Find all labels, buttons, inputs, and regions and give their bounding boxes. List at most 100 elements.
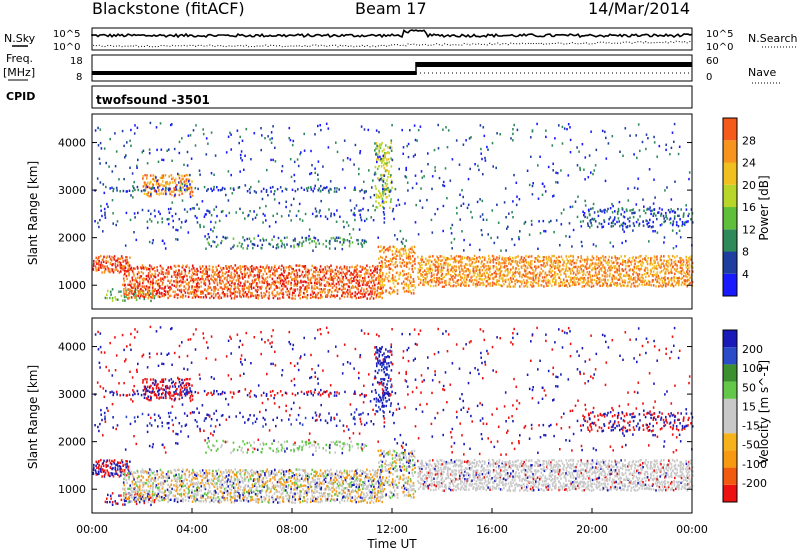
power-cell xyxy=(111,170,114,173)
power-cell xyxy=(264,270,266,273)
power-cell xyxy=(575,265,577,269)
power-cell xyxy=(391,209,394,213)
power-cell xyxy=(106,265,108,268)
power-cell xyxy=(111,288,114,291)
date-label: 14/Mar/2014 xyxy=(588,0,690,18)
velocity-cell xyxy=(156,494,158,498)
power-cell xyxy=(685,208,688,211)
nsky-label: N.Sky xyxy=(4,32,36,45)
power-cell xyxy=(338,188,340,191)
velocity-cell xyxy=(118,464,121,468)
power-cell xyxy=(317,291,319,295)
power-cell xyxy=(250,287,253,290)
power-cell xyxy=(232,237,235,240)
power-cell xyxy=(314,284,316,287)
power-cell xyxy=(238,292,241,295)
power-cell xyxy=(173,280,175,283)
power-cell xyxy=(645,147,647,151)
power-cell xyxy=(371,271,374,275)
power-cell xyxy=(636,156,638,160)
power-cell xyxy=(175,285,177,289)
power-cell xyxy=(392,282,395,285)
power-cell xyxy=(274,160,277,163)
power-cell xyxy=(512,265,514,269)
power-cell xyxy=(256,244,259,247)
power-cell xyxy=(165,269,168,272)
power-cell xyxy=(134,267,137,271)
power-cell xyxy=(681,281,683,284)
velocity-cell xyxy=(111,473,113,477)
power-cell xyxy=(525,275,527,278)
power-cell xyxy=(184,268,186,272)
power-cell xyxy=(368,279,371,282)
power-cell xyxy=(650,212,652,216)
power-cell xyxy=(189,291,192,294)
power-cell xyxy=(306,297,308,300)
power-cell xyxy=(246,271,249,275)
power-cell xyxy=(634,260,637,263)
power-cell xyxy=(546,258,548,261)
power-cell xyxy=(545,282,547,285)
power-cell xyxy=(644,257,646,260)
power-cell xyxy=(604,275,606,278)
power-cell xyxy=(607,285,609,288)
power-cell xyxy=(457,282,459,285)
power-cell xyxy=(98,256,100,259)
power-cell xyxy=(235,279,238,282)
power-cell xyxy=(452,278,454,281)
power-cell xyxy=(332,277,335,281)
power-cell xyxy=(520,282,523,286)
velocity-cell xyxy=(162,471,164,474)
power-cell xyxy=(379,143,381,146)
power-cell xyxy=(387,279,390,283)
power-cell xyxy=(206,209,208,212)
velocity-cell xyxy=(152,488,154,491)
power-cell xyxy=(510,278,512,281)
power-cell xyxy=(410,292,413,295)
power-cell xyxy=(298,241,301,244)
power-cell xyxy=(686,264,689,267)
power-cell xyxy=(128,265,130,268)
power-cell xyxy=(320,199,322,203)
power-cell xyxy=(157,295,160,298)
power-cell xyxy=(199,223,201,227)
power-cell xyxy=(584,273,587,277)
power-cell xyxy=(120,264,123,267)
power-cell xyxy=(278,265,281,268)
velocity-cell xyxy=(104,469,106,472)
power-cell xyxy=(318,276,321,280)
power-cell xyxy=(386,158,388,161)
power-cell xyxy=(682,260,685,263)
power-cell xyxy=(469,272,471,275)
power-cell xyxy=(297,164,300,168)
velocity-cell xyxy=(162,482,165,485)
power-cell xyxy=(584,215,586,219)
power-cell xyxy=(672,265,674,268)
power-cell xyxy=(455,206,458,210)
power-cell xyxy=(305,187,308,190)
power-cell xyxy=(314,287,316,290)
power-cell xyxy=(618,267,621,270)
power-cell xyxy=(520,255,523,259)
power-cell xyxy=(132,272,135,275)
power-cell xyxy=(637,218,639,221)
power-cell xyxy=(630,260,632,264)
power-cell xyxy=(322,165,324,168)
power-cell xyxy=(331,282,333,286)
power-cell xyxy=(382,192,384,195)
power-cell xyxy=(212,292,215,296)
power-cell xyxy=(657,211,660,214)
power-cell xyxy=(509,276,512,280)
power-cell xyxy=(650,209,652,212)
power-cell xyxy=(218,274,220,277)
power-cell xyxy=(313,295,315,299)
power-cell xyxy=(442,263,445,266)
power-cell xyxy=(292,239,295,242)
power-cell xyxy=(476,258,478,261)
power-cell xyxy=(262,221,264,224)
power-cell xyxy=(226,289,229,292)
power-cell xyxy=(119,257,122,260)
power-cell xyxy=(191,287,193,290)
power-cell xyxy=(689,281,691,285)
power-cell xyxy=(378,279,380,282)
